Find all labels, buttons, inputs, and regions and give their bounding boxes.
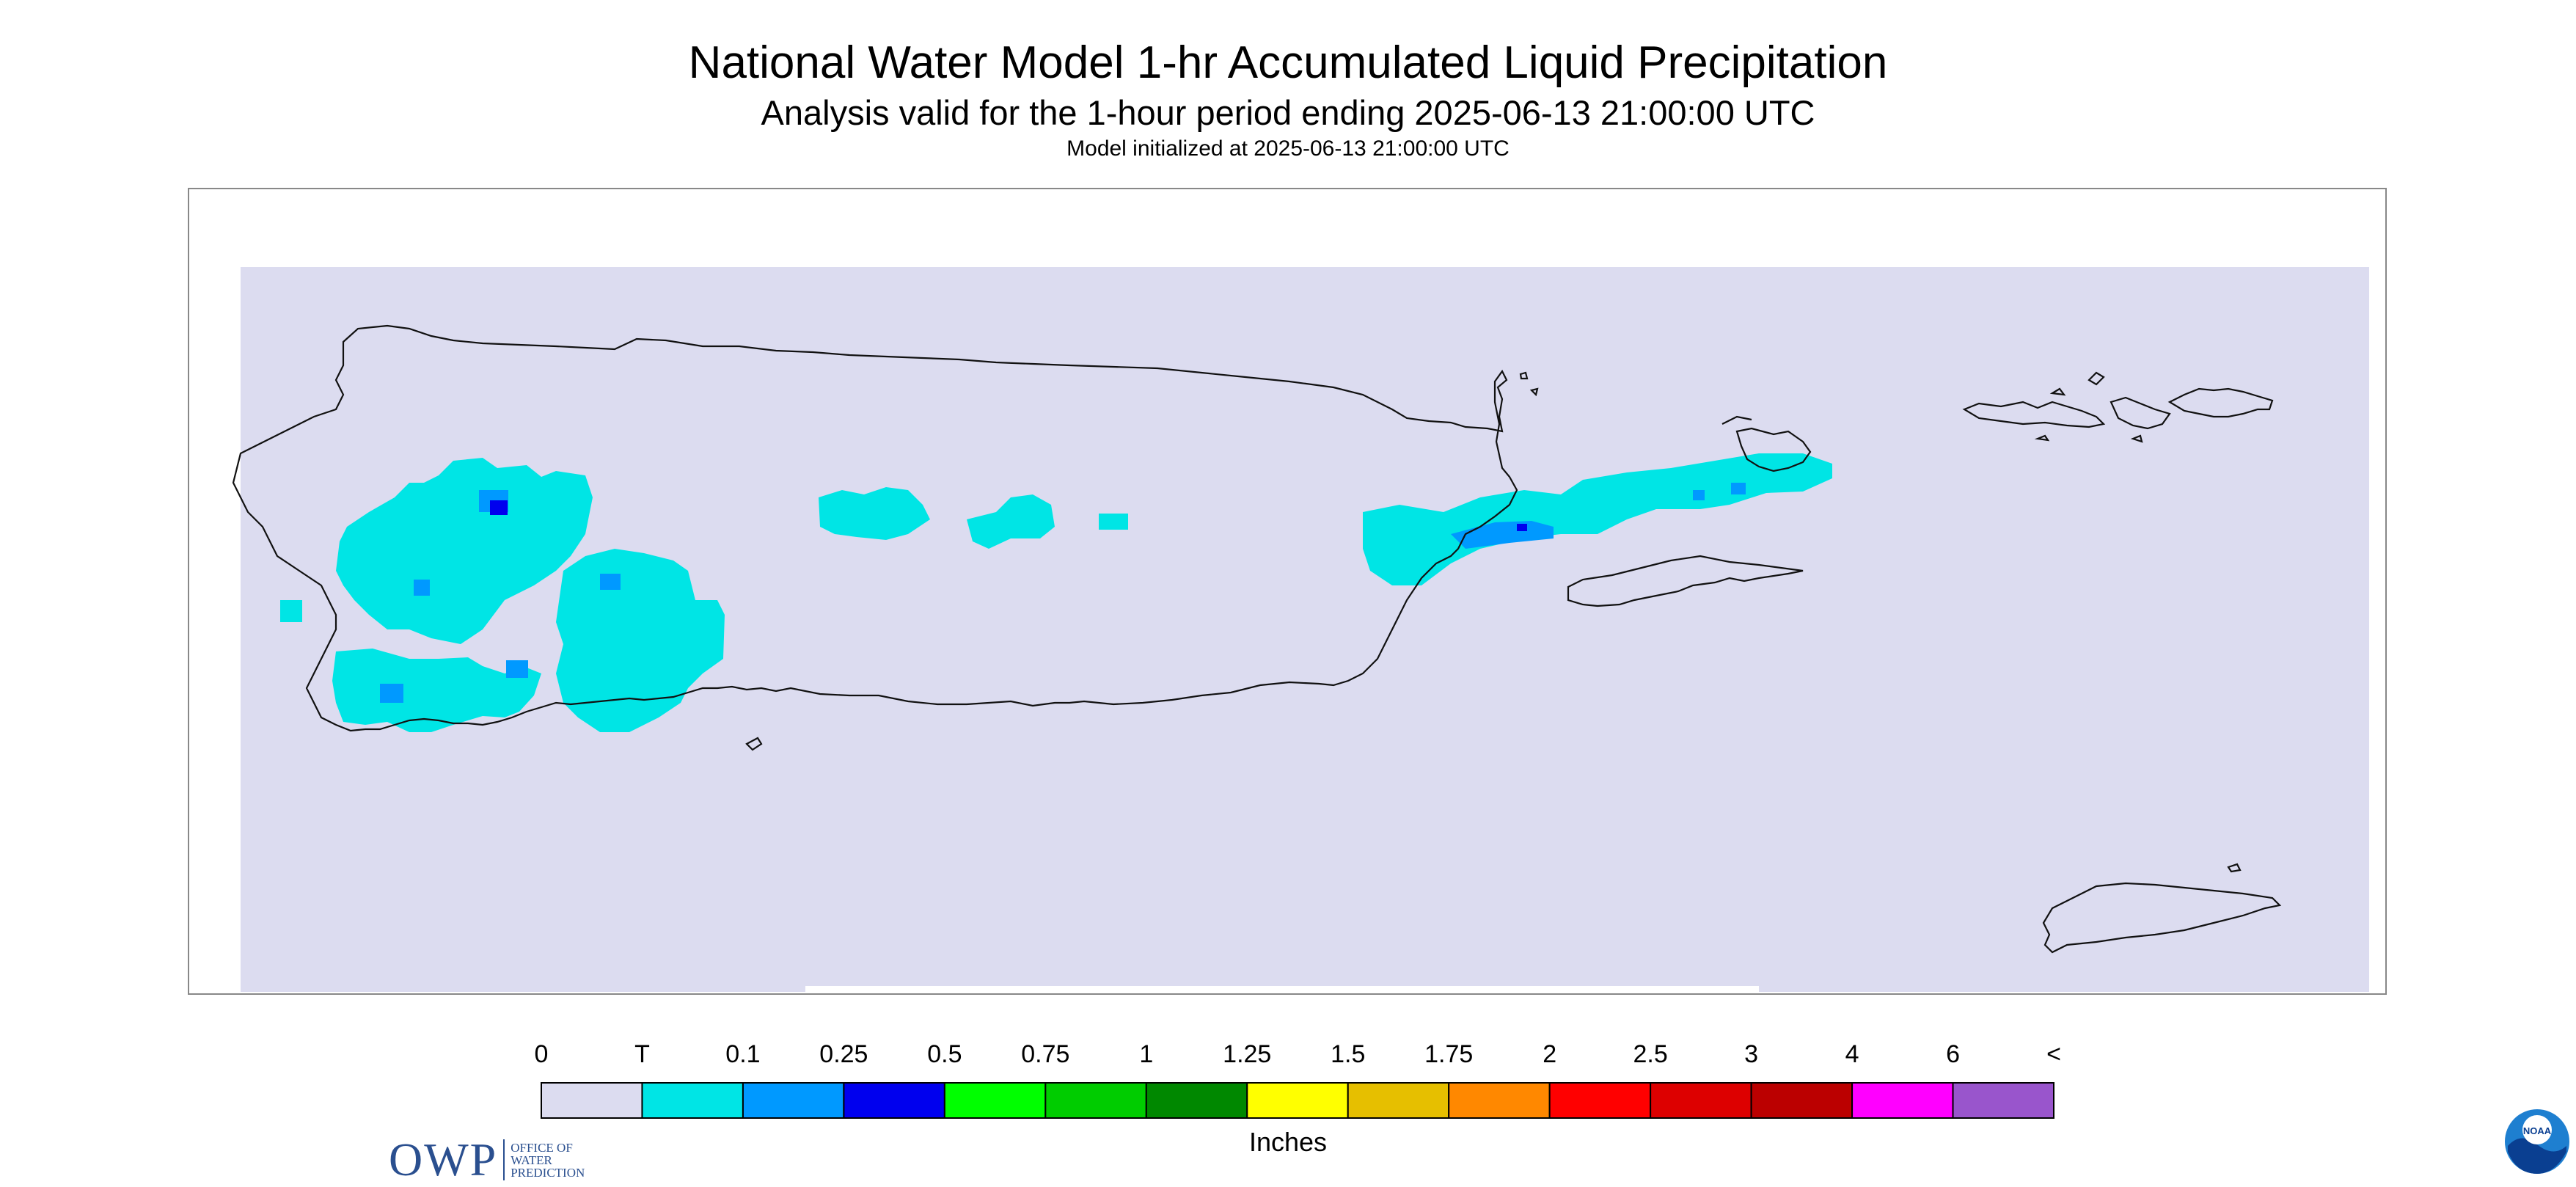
legend-swatch bbox=[1851, 1082, 1954, 1119]
owp-separator bbox=[503, 1139, 505, 1180]
legend-swatch bbox=[843, 1082, 945, 1119]
legend-label: 2.5 bbox=[1633, 1040, 1668, 1068]
legend-swatch bbox=[1044, 1082, 1147, 1119]
legend-label: 3 bbox=[1744, 1040, 1758, 1068]
legend-label: 2 bbox=[1543, 1040, 1556, 1068]
legend-label: 1.75 bbox=[1424, 1040, 1473, 1068]
legend-label: 1.5 bbox=[1331, 1040, 1365, 1068]
legend-swatch bbox=[1145, 1082, 1248, 1119]
legend-label: 0.25 bbox=[819, 1040, 868, 1068]
precip-area-central-2 bbox=[967, 494, 1055, 549]
domain-gap-bottom bbox=[805, 986, 1759, 992]
legend-label: 1 bbox=[1139, 1040, 1153, 1068]
noaa-logo: NOAA bbox=[2505, 1109, 2569, 1174]
precip-area-east bbox=[1363, 453, 1832, 585]
culebra-outline bbox=[1735, 427, 1812, 472]
coastlines bbox=[232, 324, 2282, 954]
legend-swatch bbox=[742, 1082, 845, 1119]
legend-swatch bbox=[1548, 1082, 1652, 1119]
legend-swatch bbox=[1952, 1082, 2055, 1119]
vieques-outline bbox=[1567, 555, 1804, 607]
model-init-text: Model initialized at 2025-06-13 21:00:00… bbox=[1066, 136, 1510, 161]
legend-label: 0.75 bbox=[1021, 1040, 1069, 1068]
owp-text: OFFICE OF WATER PREDICTION bbox=[511, 1140, 585, 1180]
legend-label: 1.25 bbox=[1223, 1040, 1271, 1068]
legend-swatch bbox=[943, 1082, 1047, 1119]
legend-swatch bbox=[641, 1082, 744, 1119]
precip-mid-areas bbox=[490, 500, 1527, 531]
map-subtitle: Analysis valid for the 1-hour period end… bbox=[761, 93, 1815, 132]
legend-label: 0 bbox=[535, 1040, 549, 1068]
legend-label: 6 bbox=[1946, 1040, 1960, 1068]
precip-area-west-north bbox=[336, 458, 593, 644]
tortola-outline bbox=[2167, 387, 2274, 418]
legend-swatch bbox=[1448, 1082, 1551, 1119]
legend-swatch bbox=[1750, 1082, 1854, 1119]
legend-label: 4 bbox=[1845, 1040, 1859, 1068]
legend-swatch bbox=[1246, 1082, 1349, 1119]
legend-label: T bbox=[634, 1040, 650, 1068]
precipitation-map bbox=[232, 267, 2369, 992]
st-john-outline bbox=[2110, 396, 2171, 430]
precip-trace-areas bbox=[280, 453, 1832, 732]
map-frame: OWP OFFICE OF WATER PREDICTION NOAA bbox=[188, 188, 2569, 1186]
st-croix-outline bbox=[2042, 882, 2282, 954]
precip-area-west-east bbox=[556, 549, 725, 732]
precip-area-central-1 bbox=[819, 487, 930, 540]
st-thomas-outline bbox=[1962, 401, 2106, 428]
noaa-logo-text: NOAA bbox=[2523, 1125, 2552, 1136]
map-title: National Water Model 1-hr Accumulated Li… bbox=[688, 37, 1888, 88]
owp-logo: OWP OFFICE OF WATER PREDICTION bbox=[389, 1133, 585, 1187]
owp-mark: OWP bbox=[389, 1133, 498, 1186]
legend-label: 0.5 bbox=[927, 1040, 962, 1068]
legend-swatch bbox=[1650, 1082, 1752, 1119]
legend-swatch bbox=[541, 1082, 643, 1119]
legend-units: Inches bbox=[1248, 1127, 1328, 1157]
small-island-south bbox=[745, 737, 763, 751]
legend-label: < bbox=[2046, 1040, 2061, 1068]
puerto-rico-outline bbox=[232, 324, 1518, 732]
legend-swatch bbox=[1347, 1082, 1450, 1119]
precip-area-west-south bbox=[332, 649, 541, 732]
legend-label: 0.1 bbox=[725, 1040, 760, 1068]
